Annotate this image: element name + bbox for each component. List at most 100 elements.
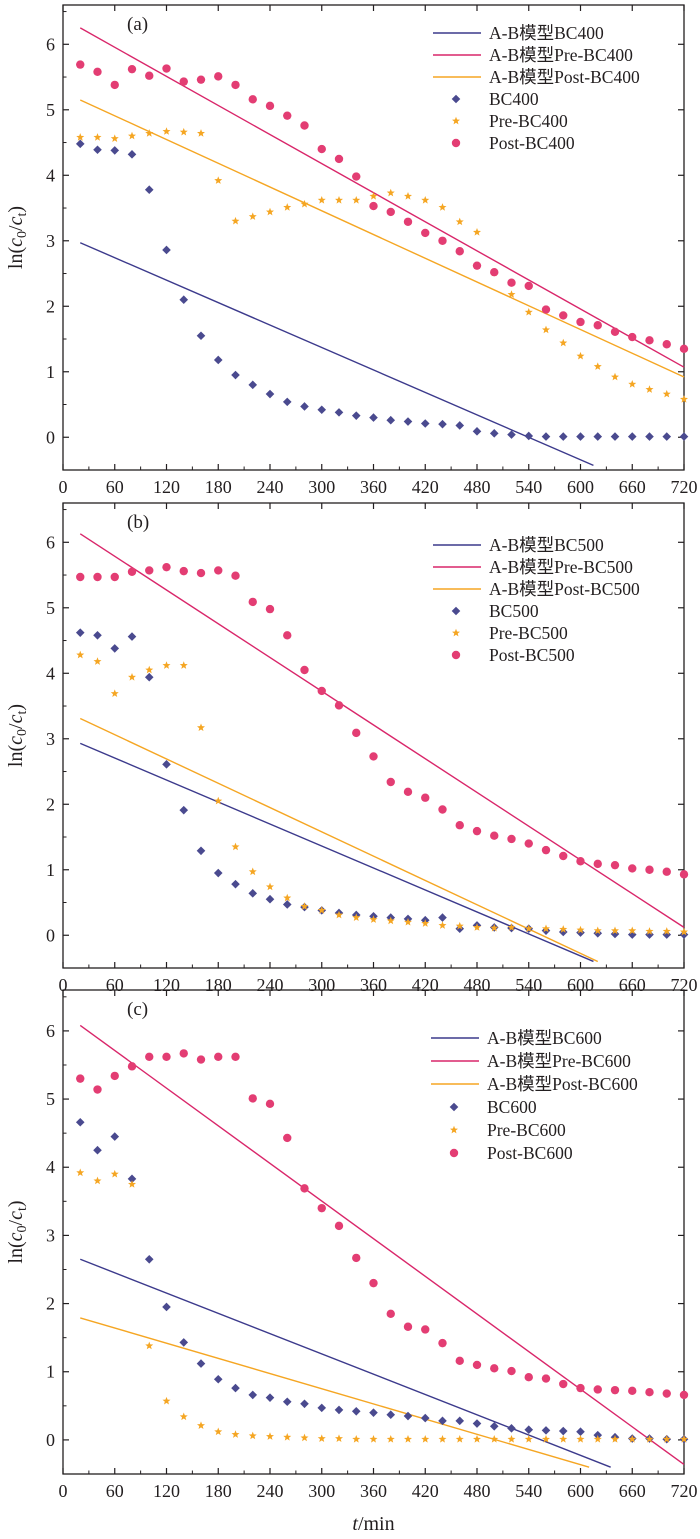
data-point <box>403 217 413 226</box>
data-point <box>213 868 223 878</box>
data-point <box>110 1132 120 1141</box>
legend: A-B模型BC500A-B模型Pre-BC500A-B模型Post-BC500B… <box>433 535 640 665</box>
data-point <box>334 701 344 710</box>
data-point <box>386 1309 395 1319</box>
data-point <box>197 129 205 137</box>
panel-label: (a) <box>127 14 148 35</box>
data-point <box>593 321 602 330</box>
data-point <box>282 900 292 909</box>
x-tick-label: 420 <box>412 477 439 497</box>
data-point <box>386 207 395 217</box>
data-point <box>645 1387 654 1397</box>
data-point <box>679 432 689 441</box>
x-tick-label: 720 <box>671 1481 698 1501</box>
series-pre-bc600 <box>76 1168 688 1443</box>
panel-3: 0 60 120 180 240 300 360 420 480 540 600 660 720 0 1 2 3… <box>5 989 698 1535</box>
legend-marker-swatch <box>449 1102 459 1112</box>
data-point <box>593 859 602 869</box>
data-point <box>214 1052 223 1062</box>
data-point <box>662 389 671 398</box>
data-point <box>283 631 292 640</box>
data-point <box>403 1411 413 1421</box>
data-point <box>507 278 516 287</box>
data-point <box>93 657 102 665</box>
data-point <box>662 1389 671 1398</box>
data-point <box>317 1203 326 1213</box>
data-point <box>369 201 378 211</box>
data-point <box>610 327 620 337</box>
x-tick-label: 180 <box>205 1481 232 1501</box>
data-point <box>145 129 154 137</box>
data-point <box>351 411 361 420</box>
data-point <box>438 1338 447 1348</box>
data-point <box>524 1373 533 1382</box>
data-point <box>369 1278 378 1288</box>
data-point <box>335 910 343 919</box>
data-point <box>283 1133 292 1143</box>
data-point <box>128 131 136 140</box>
legend-label: A-B模型Post-BC400 <box>489 67 640 87</box>
data-point <box>127 64 137 74</box>
data-point <box>628 864 637 873</box>
data-point <box>283 203 292 211</box>
data-point <box>524 924 533 933</box>
data-point <box>576 928 585 937</box>
data-point <box>265 894 275 904</box>
data-point <box>559 311 568 320</box>
data-point <box>611 926 619 935</box>
data-point <box>214 566 223 575</box>
fit-line-a-b-post-bc600 <box>80 1317 590 1468</box>
data-point <box>645 336 654 345</box>
data-point <box>110 146 120 155</box>
data-point <box>162 1396 171 1405</box>
data-point <box>455 217 464 226</box>
x-tick-label: 60 <box>106 477 124 497</box>
data-point <box>593 928 603 938</box>
data-point <box>300 199 309 208</box>
data-point <box>300 1399 309 1409</box>
y-tick-label: 5 <box>46 598 55 618</box>
data-point <box>317 144 326 154</box>
data-point <box>369 915 378 923</box>
data-point <box>472 261 482 270</box>
data-point <box>524 1435 533 1443</box>
x-tick-label: 0 <box>59 1481 68 1501</box>
data-point <box>93 630 102 640</box>
data-point <box>248 889 258 898</box>
legend-label: Post-BC400 <box>489 133 575 153</box>
legend-label: A-B模型BC400 <box>489 23 604 43</box>
data-point <box>179 1049 188 1058</box>
data-point <box>662 1435 671 1443</box>
legend-label: A-B模型BC500 <box>489 535 604 555</box>
data-point <box>472 1360 482 1370</box>
data-point <box>179 805 189 815</box>
data-point <box>248 95 257 104</box>
data-point <box>162 1052 171 1062</box>
data-point <box>628 1435 637 1443</box>
data-point <box>541 845 551 855</box>
data-point <box>679 870 689 879</box>
y-tick-label: 0 <box>46 1430 55 1450</box>
data-point <box>144 1254 154 1264</box>
data-point <box>352 1435 361 1443</box>
data-point <box>300 902 309 910</box>
data-point <box>128 1180 136 1188</box>
data-point <box>593 1435 602 1443</box>
data-point <box>248 1390 258 1400</box>
data-point <box>231 370 240 380</box>
data-point <box>317 906 326 914</box>
data-point <box>110 644 120 653</box>
data-point <box>265 389 275 399</box>
x-tick-label: 660 <box>619 1481 646 1501</box>
series-pre-bc400 <box>76 127 688 403</box>
data-point <box>127 567 137 576</box>
data-point <box>317 686 326 696</box>
y-tick-label: 4 <box>46 1157 55 1177</box>
panel-label: (c) <box>127 999 148 1020</box>
data-point <box>645 865 654 874</box>
data-point <box>559 338 568 347</box>
data-point <box>455 1356 464 1366</box>
data-point <box>334 408 344 417</box>
data-point <box>283 111 292 120</box>
data-point <box>541 305 551 314</box>
